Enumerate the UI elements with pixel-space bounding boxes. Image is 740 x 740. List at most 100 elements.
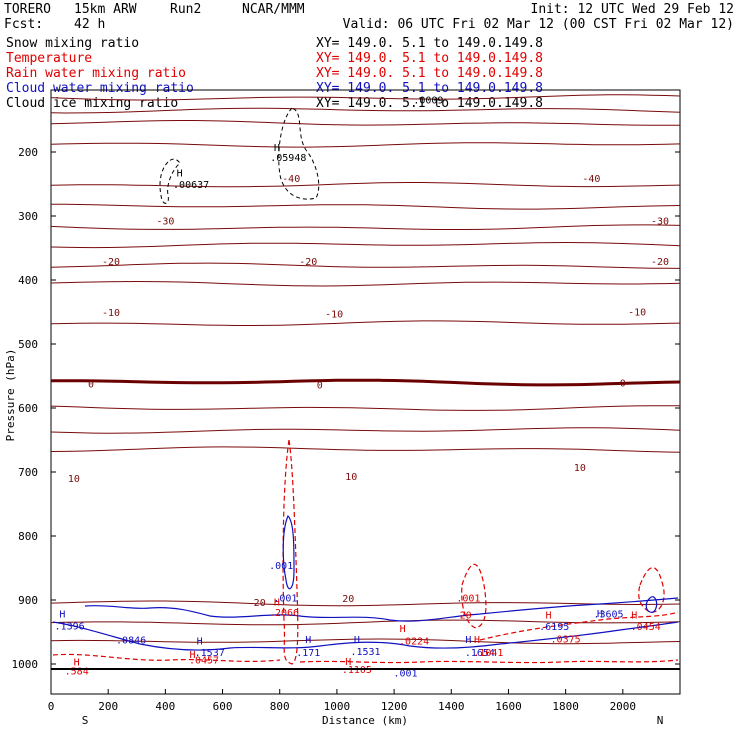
fcst-label: Fcst: — [4, 17, 43, 32]
contour-label: -30 — [651, 217, 669, 228]
cloud-water-column — [282, 514, 295, 590]
contour-label: H — [274, 143, 280, 154]
x-tick-label: 0 — [48, 700, 55, 713]
contour-label: -40 — [582, 174, 600, 185]
contour-label: .001 — [269, 561, 293, 572]
x-tick-label: 800 — [270, 700, 290, 713]
rain-east-low — [479, 611, 679, 641]
cloud-water-contours — [52, 514, 679, 651]
contour-label: .584 — [65, 666, 89, 677]
legend-xy-0: XY= 149.0. 5.1 to 149.0.149.8 — [316, 36, 543, 51]
temperature-contour — [51, 446, 680, 453]
contour-label: H — [400, 624, 406, 635]
temperature-contour — [51, 280, 680, 287]
y-tick-label: 400 — [18, 274, 38, 287]
x-tick-label: 200 — [98, 700, 118, 713]
model-name: TORERO — [4, 2, 51, 17]
x-tick-label: 1000 — [324, 700, 351, 713]
contour-labels: -40 -40 -30 -30 -20 -20 -20 -10 -10 -10 0 0 0 10 10 10 2… — [55, 96, 669, 680]
temperature-contour — [51, 120, 680, 126]
model-center: NCAR/MMM — [242, 2, 305, 17]
temperature-contour — [51, 224, 680, 230]
x-tick-label: 1200 — [381, 700, 408, 713]
x-tick-label: 2000 — [610, 700, 637, 713]
contour-label: H — [177, 169, 183, 180]
contour-label: 20 — [342, 594, 354, 605]
temperature-contour — [51, 320, 680, 326]
contour-label: .1537 — [195, 648, 225, 659]
y-tick-label: 700 — [18, 466, 38, 479]
contour-label: .1531 — [350, 647, 380, 658]
legend-xy-3: XY= 149.0. 5.1 to 149.0.149.8 — [316, 81, 543, 96]
temperature-contour — [51, 107, 680, 114]
legend-field-name-2: Rain water mixing ratio — [6, 66, 186, 81]
model-resolution: 15km ARW — [74, 2, 137, 17]
contour-label: 10 — [68, 474, 80, 485]
contour-label: .0846 — [116, 636, 146, 647]
contour-label: .6195 — [539, 622, 569, 633]
contour-label: 10 — [345, 472, 357, 483]
end-label: N — [657, 714, 664, 727]
legend-field-name-1: Temperature — [6, 51, 92, 66]
contour-label: .00637 — [173, 180, 209, 191]
contour-label: .0009 — [413, 96, 443, 107]
contour-label: .1654 — [465, 648, 495, 659]
y-axis-label: Pressure (hPa) — [4, 349, 17, 442]
contour-label: -20 — [102, 257, 120, 268]
temperature-contour — [51, 427, 680, 434]
contour-label: 0 — [317, 380, 323, 391]
temperature-contour — [51, 262, 680, 269]
x-tick-label: 1800 — [552, 700, 579, 713]
contour-label: -30 — [156, 217, 174, 228]
legend-field-name-0: Snow mixing ratio — [6, 36, 139, 51]
contour-label: H — [631, 611, 637, 622]
contour-label: -10 — [102, 308, 120, 319]
contour-label: H — [474, 635, 480, 646]
cloud-water-lower-band — [52, 621, 679, 651]
axes: 0 200 400 600 800 1000 1200 1400 1600 1800 2000200… — [12, 146, 680, 713]
contour-label: -20 — [651, 257, 669, 268]
contour-label: H — [197, 636, 203, 647]
contour-label: -10 — [325, 309, 343, 320]
contour-label: H — [465, 635, 471, 646]
cloud-water-upper-band — [84, 597, 679, 622]
y-tick-label: 1000 — [12, 658, 39, 671]
contour-label: H — [545, 611, 551, 622]
model-run: Run2 — [170, 2, 201, 17]
rain-low-west — [52, 653, 281, 663]
rain-low-mid — [299, 659, 679, 664]
temperature-contour — [51, 600, 680, 607]
legend-field-name-3: Cloud water mixing ratio — [6, 81, 194, 96]
plot-frame — [50, 89, 681, 695]
contour-label: H — [345, 657, 351, 668]
legend-xy-1: XY= 149.0. 5.1 to 149.0.149.8 — [316, 51, 543, 66]
y-tick-label: 600 — [18, 402, 38, 415]
contour-label: H — [59, 609, 65, 620]
contour-label: .0457 — [189, 656, 219, 667]
contour-label: .2066 — [269, 608, 299, 619]
temperature-contour — [51, 241, 680, 249]
y-tick-label: 300 — [18, 210, 38, 223]
contour-label: -20 — [299, 257, 317, 268]
start-label: S — [82, 714, 89, 727]
contour-label: H — [354, 635, 360, 646]
y-tick-label: 200 — [18, 146, 38, 159]
temperature-contour — [51, 203, 680, 210]
contour-label: .1041 — [473, 648, 503, 659]
contour-label: 0 — [88, 380, 94, 391]
contour-label: .0454 — [631, 622, 661, 633]
contour-label: .001 — [456, 593, 480, 604]
contour-label: 20 — [460, 611, 472, 622]
x-axis-label: Distance (km) — [322, 714, 408, 727]
temperature-contour — [51, 94, 680, 101]
contour-label: .001 — [393, 668, 417, 679]
contour-label: .171 — [296, 648, 320, 659]
contour-label: .3605 — [593, 609, 623, 620]
valid-time: Valid: 06 UTC Fri 02 Mar 12 (00 CST Fri … — [343, 17, 734, 32]
snow-contour-west — [159, 158, 181, 204]
x-tick-label: 1600 — [495, 700, 522, 713]
contour-label: 20 — [254, 598, 266, 609]
contour-label: 10 — [574, 463, 586, 474]
field-legend: Snow mixing ratio XY= 149.0. 5.1 to 149.0… — [6, 36, 543, 111]
